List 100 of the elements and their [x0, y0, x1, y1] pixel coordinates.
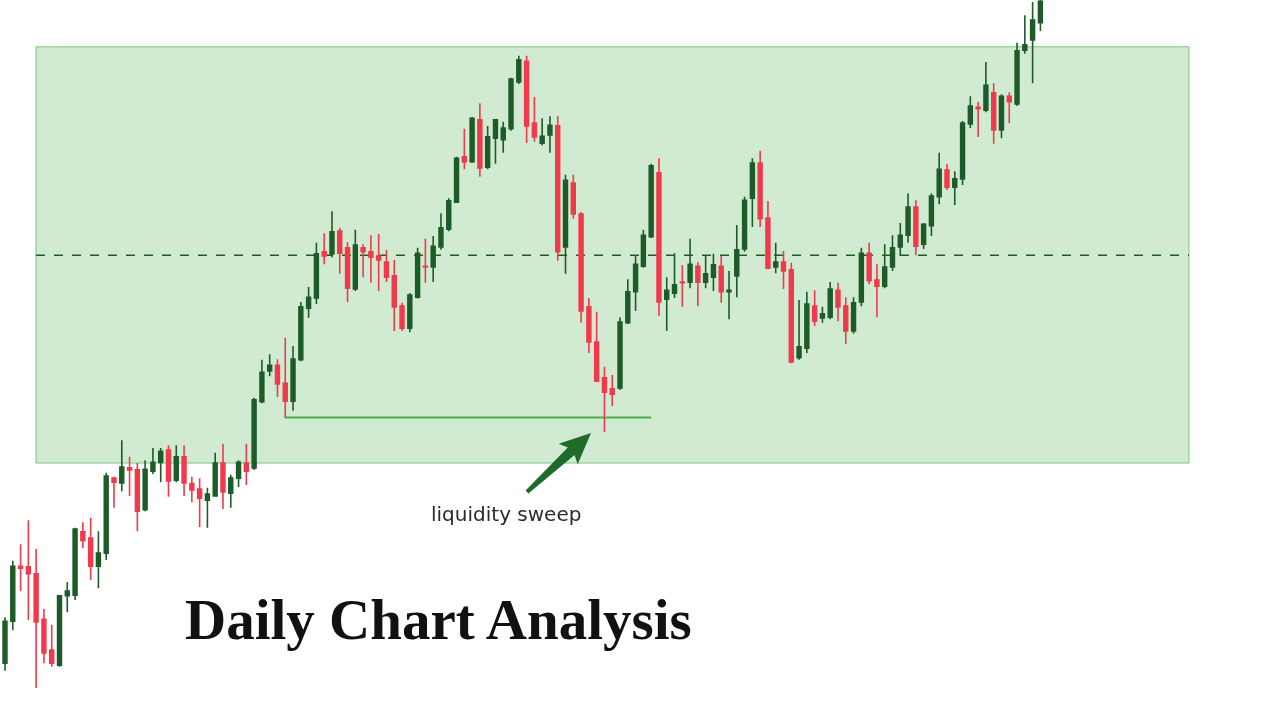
candlestick [383, 248, 390, 283]
candlestick [648, 162, 654, 239]
candlestick [850, 296, 857, 335]
candlestick [578, 211, 584, 324]
candlestick [352, 228, 359, 292]
candlestick [570, 173, 577, 220]
candlestick [10, 559, 16, 632]
candlestick [298, 301, 304, 362]
candlestick [656, 157, 662, 317]
candlestick [718, 255, 724, 304]
candlestick [1006, 91, 1012, 124]
candlestick [679, 264, 685, 308]
candlestick [95, 530, 102, 590]
candlestick [453, 156, 460, 204]
candlestick [944, 162, 950, 191]
candlestick [204, 486, 211, 529]
candlestick [150, 447, 156, 475]
candlestick [952, 170, 958, 206]
candlestick [266, 353, 273, 378]
candlestick [664, 276, 670, 332]
candlestick [990, 82, 997, 145]
candlestick [2, 616, 8, 672]
candlestick [905, 192, 911, 244]
candlestick [710, 253, 717, 292]
candlestick [1037, 0, 1044, 32]
candlestick [523, 54, 530, 144]
candlestick [446, 197, 452, 232]
candlestick [25, 519, 32, 621]
candlestick [142, 459, 148, 512]
candlestick [866, 242, 872, 285]
candlestick [399, 301, 405, 332]
candlestick [64, 581, 70, 614]
candlestick [228, 473, 234, 509]
candlestick [469, 116, 475, 164]
candlestick [375, 233, 382, 292]
candlestick [337, 226, 343, 275]
candlestick [1029, 1, 1036, 85]
candlestick [196, 477, 203, 528]
candlestick [749, 157, 756, 228]
candlestick [220, 442, 226, 510]
candlestick [181, 444, 187, 497]
candlestick [835, 281, 841, 323]
candlestick [531, 96, 538, 143]
candlestick [243, 442, 250, 486]
candlestick [407, 292, 413, 334]
candlestick [741, 195, 748, 253]
candlestick [609, 374, 615, 407]
candlestick [360, 243, 366, 279]
candlestick [625, 278, 631, 325]
candlestick [555, 115, 561, 262]
candlestick [796, 299, 802, 361]
candlestick [111, 475, 117, 509]
candlestick [134, 462, 141, 532]
candlestick [344, 241, 351, 303]
candlestick [967, 95, 974, 129]
candlestick [290, 345, 296, 412]
candlestick [601, 365, 608, 433]
candlestick [757, 149, 763, 228]
candlestick [998, 93, 1005, 140]
candlestick [1022, 14, 1028, 55]
candlestick [305, 286, 312, 319]
candlestick [788, 262, 794, 365]
candlestick [49, 623, 55, 668]
candlestick [827, 281, 833, 321]
candlestick [119, 439, 125, 493]
candlestick [173, 444, 179, 484]
candlestick [586, 297, 592, 354]
candlestick [874, 263, 880, 318]
candlestick [516, 54, 522, 85]
candlestick [959, 120, 966, 186]
candlestick [508, 76, 514, 132]
candlestick [251, 396, 257, 471]
candlestick [477, 102, 483, 178]
candlestick [547, 115, 553, 154]
candlestick [56, 594, 63, 668]
candlestick [617, 316, 623, 391]
candlestick [126, 456, 133, 497]
candlestick [391, 259, 397, 332]
candlestick [259, 359, 265, 404]
candlestick [811, 289, 818, 327]
candlestick [928, 192, 935, 237]
candlestick [41, 608, 47, 665]
candlestick [695, 261, 701, 307]
candlestick [422, 237, 429, 284]
candlestick [492, 118, 499, 165]
candlestick [500, 120, 506, 154]
candlestick [920, 222, 927, 250]
candlestick [274, 358, 281, 398]
candlestick [80, 521, 86, 550]
candlestick [17, 543, 24, 592]
candlestick [72, 526, 78, 601]
candlestick [936, 151, 942, 206]
candlestick [804, 290, 810, 354]
candlestick [975, 101, 981, 138]
candlestick [165, 444, 172, 498]
candlestick [103, 471, 109, 561]
candlestick [1014, 41, 1020, 107]
candlestick [843, 296, 849, 345]
candlestick [157, 447, 164, 484]
candlestick [321, 232, 327, 265]
